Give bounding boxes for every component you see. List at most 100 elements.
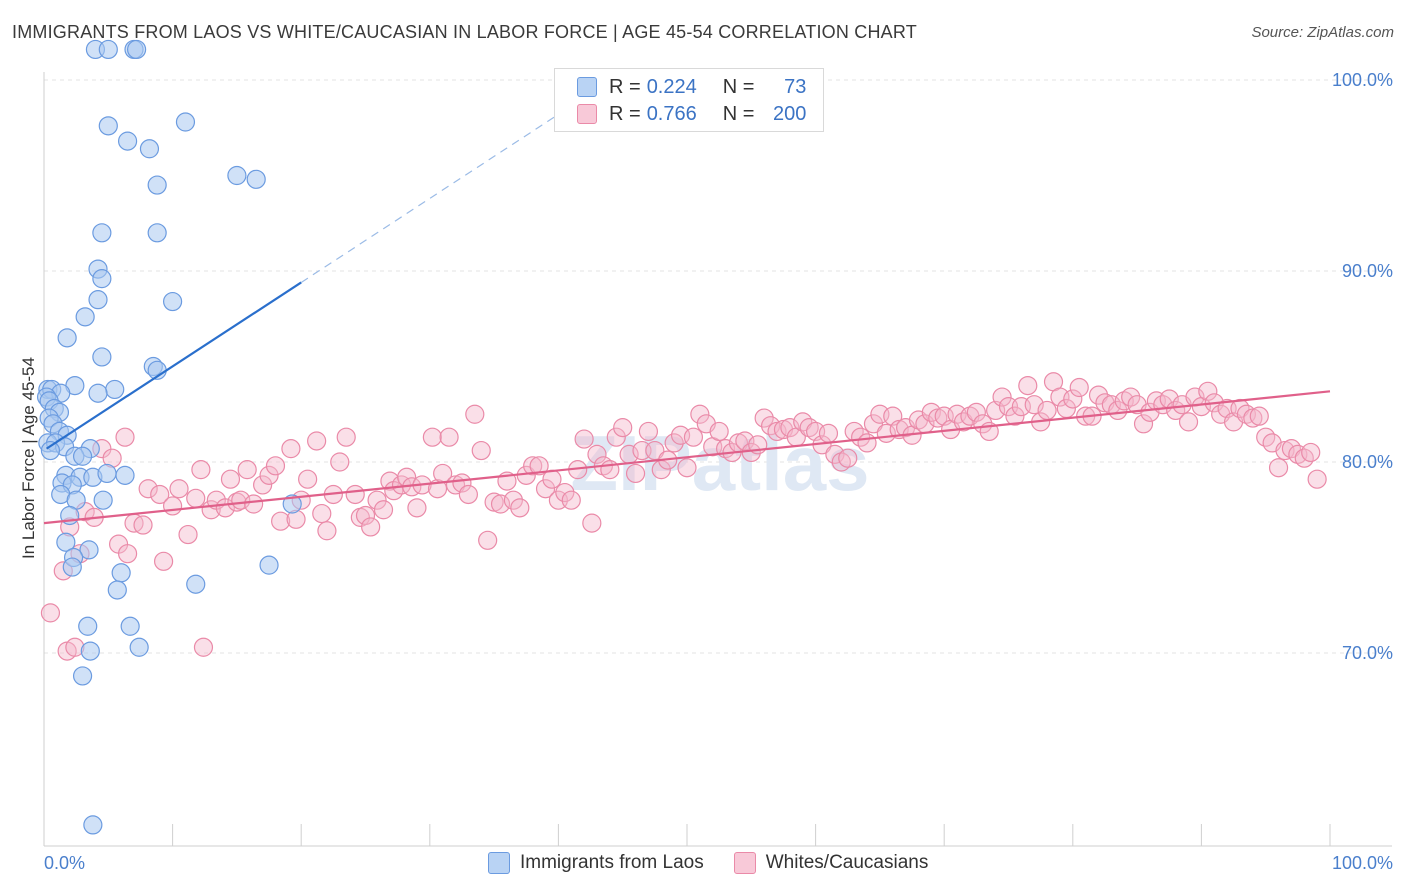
whites-caucasians-point [1133, 414, 1154, 434]
immigrants-from-laos-point [175, 112, 196, 132]
immigrants-from-laos-point [88, 290, 108, 310]
legend-row-whites: R = 0.766 N = 200 [577, 102, 806, 126]
immigrants-from-laos-point [105, 379, 125, 400]
whites-caucasians-point [281, 439, 301, 459]
immigrants-from-laos-point [40, 440, 61, 461]
whites-caucasians-point [582, 513, 602, 533]
immigrants-from-laos-point [97, 463, 117, 484]
whites-caucasians-point [253, 475, 273, 495]
whites-caucasians-point [690, 404, 710, 424]
whites-caucasians-point [587, 444, 607, 464]
whites-caucasians-point [574, 429, 594, 449]
immigrants-from-laos-point [98, 39, 118, 60]
whites-caucasians-point [345, 484, 365, 505]
whites-caucasians-point [542, 469, 562, 489]
whites-caucasians-point [355, 505, 376, 526]
whites-caucasians-point [510, 498, 530, 518]
whites-caucasians-point [259, 465, 279, 485]
tick-labels: 70.0% 80.0% 90.0% 100.0% 0.0% 100.0% [44, 70, 1393, 873]
legend-swatch-pink-icon [577, 104, 597, 124]
whites-caucasians-point [838, 448, 858, 468]
whites-caucasians-point [818, 423, 839, 443]
whites-caucasians-point [153, 551, 174, 571]
whites-caucasians-point [1249, 406, 1269, 426]
whites-caucasians-point [1178, 412, 1199, 432]
whites-caucasians-point [992, 387, 1012, 407]
immigrants-from-laos-point [93, 490, 113, 510]
whites-caucasians-point [606, 427, 626, 447]
whites-caucasians-point [535, 479, 556, 499]
whites-caucasians-point [367, 490, 387, 510]
whites-caucasians-point [307, 431, 327, 451]
whites-caucasians-point [186, 488, 206, 508]
immigrants-from-laos-point [88, 383, 108, 403]
whites-caucasians-point [1301, 442, 1321, 463]
immigrants-from-laos-point [246, 169, 266, 189]
series-legend-laos-label: Immigrants from Laos [520, 852, 704, 873]
series-legend-whites-label: Whites/Caucasians [765, 852, 929, 873]
whites-caucasians-point [361, 517, 381, 537]
whites-caucasians-point [490, 494, 511, 514]
whites-caucasians-point [600, 460, 620, 480]
legend-r-value: 0.766 [646, 102, 697, 125]
whites-caucasians-point [561, 490, 581, 510]
whites-caucasians-point [465, 404, 485, 424]
whites-caucasians-point [523, 456, 543, 476]
legend-r-label: R = [609, 75, 641, 98]
whites-caucasians-point [1121, 387, 1141, 407]
whites-caucasians-point [555, 482, 575, 503]
immigrants-from-laos-point [78, 616, 98, 636]
trend-lines [43, 113, 1331, 525]
axes [43, 72, 1392, 847]
immigrants-from-laos-point [75, 307, 95, 327]
immigrants-from-laos-point [56, 532, 76, 552]
whites-caucasians-point [1198, 381, 1218, 401]
immigrants-from-laos-point [126, 39, 147, 60]
grid-lines [44, 79, 1392, 654]
whites-caucasians-point [220, 469, 241, 489]
whites-caucasians-point [191, 460, 211, 480]
series-legend-laos: Immigrants from Laos [488, 852, 704, 874]
x-tick-label: 100.0% [1332, 853, 1393, 873]
whites-caucasians-point [271, 511, 291, 531]
legend-n-label: N = [722, 102, 755, 125]
whites-caucasians-point [613, 418, 633, 438]
whites-caucasians-point [452, 473, 472, 493]
whites-caucasians-point [317, 521, 337, 541]
legend-row-laos: R = 0.224 N = 73 [577, 75, 806, 99]
chart-title: IMMIGRANTS FROM LAOS VS WHITE/CAUCASIAN … [12, 22, 917, 42]
immigrants-from-laos-point [115, 465, 135, 485]
immigrants-from-laos-point [117, 131, 138, 151]
immigrants-from-laos-point [57, 328, 77, 348]
immigrants-from-laos-point [92, 347, 112, 367]
immigrants-from-laos-point [72, 446, 93, 466]
whites-caucasians-point [664, 433, 684, 453]
whites-caucasians-point [163, 496, 183, 516]
whites-caucasians-point [1088, 385, 1109, 405]
correlation-legend: R = 0.224 N = 73 R = 0.766 N = 200 [554, 68, 824, 132]
immigrants-from-laos-point [79, 540, 99, 560]
immigrants-from-laos-point [98, 116, 118, 136]
whites-caucasians-point [471, 440, 491, 461]
series-legend-whites: Whites/Caucasians [733, 852, 929, 874]
whites-caucasians-point [1307, 469, 1327, 489]
immigrants-from-laos-point [129, 637, 149, 657]
immigrants-from-laos-point [111, 563, 131, 583]
whites-caucasians-point [1069, 377, 1089, 398]
legend-n-label: N = [722, 75, 755, 98]
whites-caucasians-point [1108, 400, 1128, 421]
whites-caucasians-point [825, 444, 845, 464]
whites-caucasians-point [138, 479, 158, 499]
whites-caucasians-point [298, 469, 318, 489]
legend-r-label: R = [609, 102, 641, 125]
whites-caucasians-point [857, 433, 877, 453]
whites-caucasians-point [193, 637, 214, 657]
whites-caucasians-point [625, 463, 646, 484]
whites-caucasians-point [735, 431, 755, 451]
legend-r-value: 0.224 [646, 75, 697, 98]
immigrants-from-laos-point [80, 641, 100, 661]
whites-caucasians-point [966, 402, 986, 422]
immigrants-from-laos-point [72, 666, 93, 686]
immigrants-from-laos-point [62, 557, 82, 577]
whites-caucasians-point [1268, 458, 1289, 478]
